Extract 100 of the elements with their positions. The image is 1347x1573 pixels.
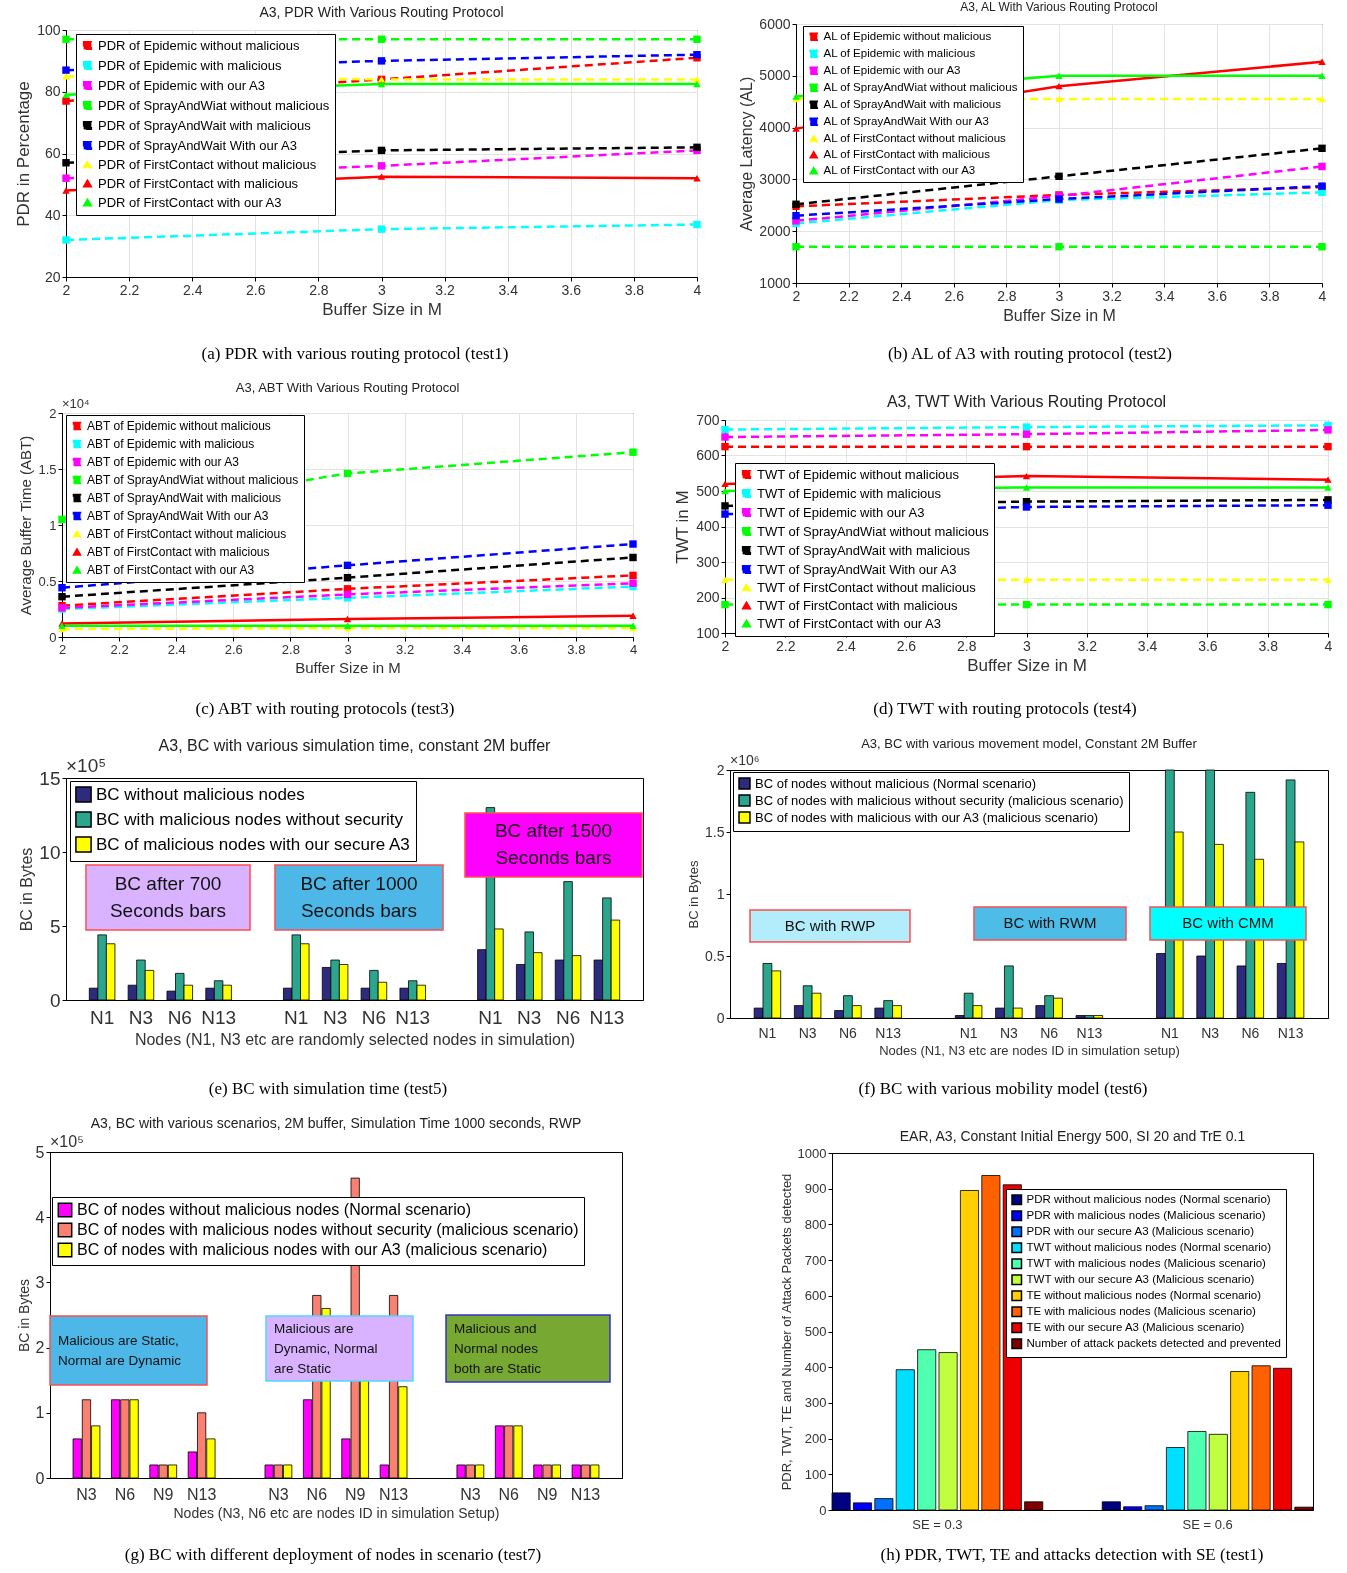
- x-tick-label: N3: [128, 1006, 154, 1028]
- chart-title: A3, BC with various movement model, Constant 2M Buffer: [861, 736, 1198, 751]
- legend-label: PDR of SprayAndWait with malicious: [98, 117, 312, 133]
- chart-title: A3, ABT With Various Routing Protocol: [235, 380, 460, 395]
- y-tick-label: 10: [39, 841, 61, 863]
- x-tick-label: 3.2: [435, 281, 456, 298]
- y-tick-label: 60: [44, 145, 61, 161]
- y-axis-title: TWT in M: [673, 490, 693, 564]
- y-axis-title: Average Buffer Time (ABT): [17, 435, 35, 616]
- legend-label: TWT with malicious nodes (Malicious scenario): [1026, 1256, 1267, 1269]
- y-tick-label: 300: [696, 553, 720, 570]
- annotation: Malicious are Static, Normal are Dynamic: [58, 1332, 182, 1368]
- legend-label: BC of nodes with malicious with our A3 (malicious scenario): [755, 809, 1099, 825]
- text: (e) BC with simulation time (test5): [207, 1079, 449, 1099]
- x-tick-label: N1: [959, 1024, 978, 1041]
- y-axis-title: BC in Bytes: [15, 1278, 32, 1353]
- x-axis-title: Buffer Size in M: [295, 658, 401, 676]
- x-tick-label: 4: [629, 641, 638, 657]
- legend-label: TWT of Epidemic with malicious: [757, 485, 942, 501]
- y-tick-label: 100: [37, 21, 61, 38]
- y-tick-label: 1.5: [705, 823, 725, 840]
- text: ×10⁴: [62, 396, 90, 411]
- x-tick-label: 2.6: [944, 287, 965, 304]
- legend-label: TWT of SprayAndWiat without malicious: [757, 523, 990, 539]
- y-tick-label: 4000: [759, 119, 791, 136]
- x-tick-label: 3.8: [624, 281, 645, 298]
- y-tick-label: 1: [49, 517, 57, 533]
- x-tick-label: N3: [517, 1006, 542, 1028]
- y-axis-title: PDR in Percentage: [14, 81, 34, 227]
- legend-label: AL of SprayAndWait With our A3: [823, 114, 989, 127]
- y-tick-label: 400: [696, 518, 720, 534]
- x-tick-label: N13: [1076, 1024, 1103, 1041]
- legend-label: BC of nodes without malicious (Normal scenario): [755, 775, 1037, 791]
- text: ×10⁶: [730, 752, 760, 768]
- x-tick-label: N3: [268, 1485, 289, 1503]
- x-tick-label: 2.8: [997, 287, 1017, 304]
- legend-label: ABT of SprayAndWait with malicious: [87, 491, 282, 505]
- x-tick-label: 3.2: [1077, 637, 1098, 654]
- y-tick-label: 700: [804, 1252, 827, 1268]
- x-tick-label: 3.8: [1260, 287, 1280, 304]
- x-tick-label: N13: [395, 1006, 431, 1028]
- legend-label: Number of attack packets detected and prevented: [1026, 1336, 1281, 1349]
- legend-label: AL of SprayAndWait with malicious: [823, 97, 1002, 110]
- x-tick-label: 4: [1324, 637, 1333, 654]
- y-tick-label: 4: [35, 1208, 45, 1226]
- legend-label: TWT of Epidemic without malicious: [757, 466, 960, 482]
- y-tick-label: 0.5: [705, 947, 725, 964]
- legend-label: ABT of Epidemic without malicious: [87, 419, 271, 433]
- x-tick-label: N1: [89, 1006, 115, 1028]
- x-tick-label: N3: [460, 1485, 481, 1503]
- y-tick-label: 3: [35, 1273, 45, 1291]
- y-axis-title: BC in Bytes: [686, 860, 702, 929]
- x-tick-label: N6: [498, 1485, 520, 1503]
- annotation: BC after 1500 Seconds bars: [494, 820, 613, 868]
- legend-label: TWT with our secure A3 (Malicious scenario): [1026, 1272, 1255, 1285]
- legend-label: ABT of FirstContact with our A3: [87, 563, 255, 577]
- y-tick-label: 500: [696, 482, 720, 499]
- y-tick-label: 2: [716, 761, 725, 778]
- annotation: BC with RWM: [1003, 914, 1097, 931]
- legend-label: BC of nodes with malicious nodes without security (malicious scenario): [77, 1221, 579, 1238]
- y-tick-label: 200: [804, 1431, 827, 1447]
- annotation: BC with RWP: [784, 916, 876, 934]
- x-tick-label: N6: [306, 1485, 328, 1503]
- chart-title: A3, AL With Various Routing Protocol: [960, 0, 1158, 14]
- x-tick-label: N6: [114, 1485, 136, 1503]
- x-tick-label: 3.4: [453, 641, 472, 657]
- text: (f) BC with various mobility model (test6): [857, 1079, 1149, 1099]
- x-tick-label: 3.4: [1154, 287, 1175, 304]
- y-tick-label: 80: [44, 83, 61, 100]
- text: (b) AL of A3 with routing protocol (test2): [886, 344, 1174, 364]
- y-tick-label: 200: [696, 589, 720, 605]
- legend-label: PDR of FirstContact with malicious: [98, 175, 299, 191]
- legend-label: PDR of Epidemic with our A3: [98, 77, 265, 93]
- y-tick-label: 5: [49, 915, 61, 937]
- x-axis-title: Buffer Size in M: [322, 299, 442, 319]
- y-tick-label: 5: [35, 1143, 45, 1161]
- y-tick-label: 900: [804, 1181, 827, 1197]
- annotation: BC after 700 Seconds bars: [109, 872, 227, 921]
- chart-title: EAR, A3, Constant Initial Energy 500, SI 20 and TrE 0.1: [899, 1128, 1246, 1144]
- y-tick-label: 40: [44, 206, 61, 223]
- legend-label: ABT of Epidemic with malicious: [87, 437, 255, 451]
- legend-label: PDR of SprayAndWait With our A3: [98, 137, 297, 153]
- y-tick-label: 1.5: [38, 461, 57, 477]
- legend-label: TWT of Epidemic with our A3: [757, 504, 925, 520]
- x-tick-label: 3.4: [498, 281, 519, 298]
- legend-label: AL of Epidemic with malicious: [823, 46, 976, 59]
- x-tick-label: 3.6: [510, 641, 529, 657]
- legend-label: TWT of SprayAndWait with malicious: [757, 542, 971, 558]
- x-tick-label: N13: [570, 1485, 601, 1503]
- y-tick-label: 800: [804, 1216, 827, 1232]
- legend-label: PDR with malicious nodes (Malicious scenario): [1026, 1208, 1266, 1221]
- text: ×10⁵: [50, 1133, 84, 1150]
- legend-label: ABT of SprayAndWait With our A3: [87, 509, 269, 523]
- legend-label: BC with malicious nodes without security: [96, 809, 404, 829]
- x-tick-label: N6: [361, 1006, 387, 1028]
- legend-label: PDR of Epidemic without malicious: [98, 37, 301, 53]
- x-tick-label: 3.2: [1102, 287, 1123, 304]
- x-tick-label: 2.2: [839, 287, 860, 304]
- x-tick-label: N3: [1201, 1024, 1220, 1041]
- x-tick-label: 2.2: [776, 637, 796, 654]
